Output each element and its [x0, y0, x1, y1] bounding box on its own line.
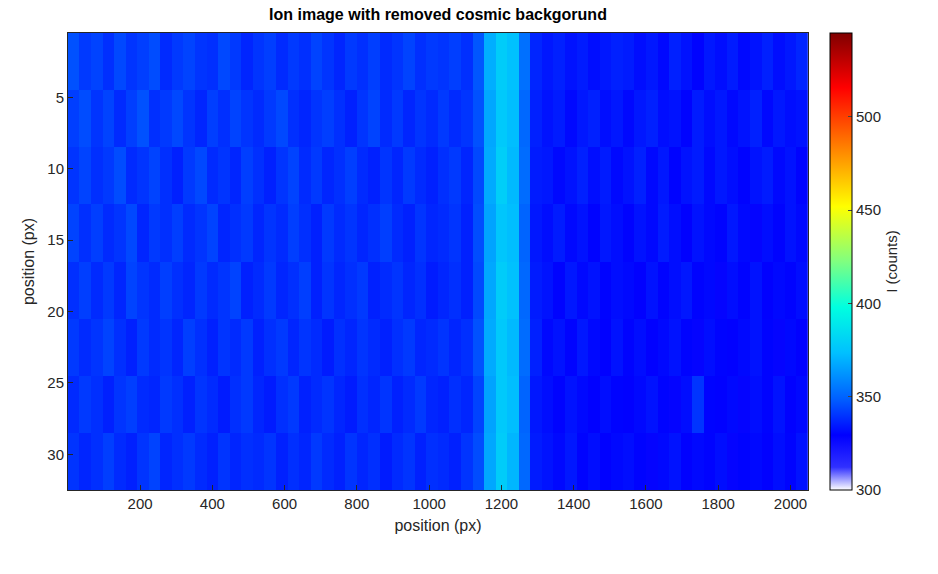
- svg-text:200: 200: [128, 495, 153, 512]
- svg-text:30: 30: [47, 446, 64, 463]
- svg-text:Ion image with removed cosmic: Ion image with removed cosmic backgorund: [269, 6, 607, 23]
- svg-text:350: 350: [856, 388, 881, 405]
- svg-text:20: 20: [47, 303, 64, 320]
- svg-text:position (px): position (px): [20, 218, 37, 305]
- svg-text:25: 25: [47, 374, 64, 391]
- svg-text:1000: 1000: [412, 495, 445, 512]
- svg-text:2000: 2000: [774, 495, 807, 512]
- svg-text:5: 5: [56, 89, 64, 106]
- svg-text:450: 450: [856, 201, 881, 218]
- svg-text:600: 600: [272, 495, 297, 512]
- svg-text:400: 400: [856, 295, 881, 312]
- svg-text:400: 400: [200, 495, 225, 512]
- svg-text:1800: 1800: [702, 495, 735, 512]
- svg-text:300: 300: [856, 481, 881, 498]
- svg-text:15: 15: [47, 231, 64, 248]
- svg-text:500: 500: [856, 108, 881, 125]
- svg-text:I (counts): I (counts): [883, 230, 900, 293]
- svg-text:1600: 1600: [629, 495, 662, 512]
- svg-text:10: 10: [47, 160, 64, 177]
- svg-text:position (px): position (px): [394, 517, 481, 534]
- svg-text:1200: 1200: [485, 495, 518, 512]
- svg-text:1400: 1400: [557, 495, 590, 512]
- svg-text:800: 800: [344, 495, 369, 512]
